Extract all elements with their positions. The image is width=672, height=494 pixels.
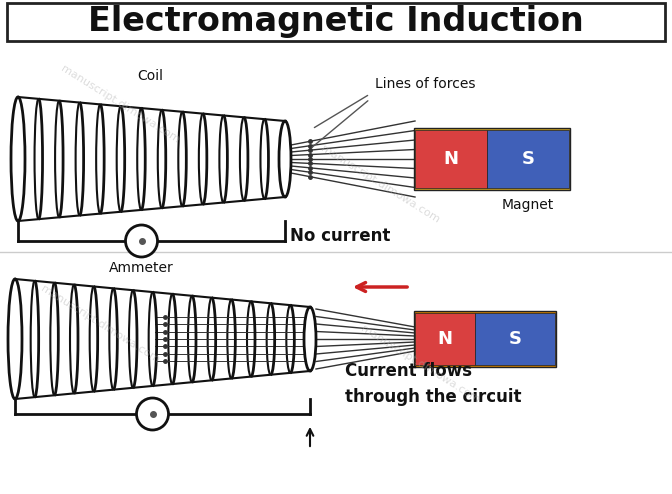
Text: manuscript.dimowa.com: manuscript.dimowa.com <box>39 283 161 365</box>
Bar <box>475 313 555 365</box>
Circle shape <box>126 225 157 257</box>
Ellipse shape <box>304 307 316 371</box>
Text: Lines of forces: Lines of forces <box>375 77 476 91</box>
Bar <box>414 311 556 367</box>
Text: Current flows
through the circuit: Current flows through the circuit <box>345 363 521 406</box>
Ellipse shape <box>279 121 291 197</box>
Text: No current: No current <box>290 227 390 245</box>
Text: S: S <box>521 150 534 168</box>
Text: manuscript.dimowa.com: manuscript.dimowa.com <box>319 143 441 225</box>
Text: Coil: Coil <box>137 69 163 83</box>
FancyBboxPatch shape <box>7 3 665 41</box>
Text: manuscript.dimowa.com: manuscript.dimowa.com <box>59 63 181 145</box>
Bar <box>487 130 569 188</box>
Text: N: N <box>444 150 458 168</box>
Text: N: N <box>437 330 452 348</box>
Text: S: S <box>509 330 521 348</box>
Ellipse shape <box>11 97 25 221</box>
Text: Ammeter: Ammeter <box>109 261 174 275</box>
Text: Magnet: Magnet <box>502 198 554 212</box>
Bar <box>415 130 487 188</box>
Ellipse shape <box>8 279 22 399</box>
Circle shape <box>136 398 169 430</box>
Text: Electromagnetic Induction: Electromagnetic Induction <box>88 5 584 39</box>
Bar <box>414 128 570 190</box>
Text: manuscript.dimowa.com: manuscript.dimowa.com <box>359 323 481 405</box>
Bar <box>415 313 475 365</box>
